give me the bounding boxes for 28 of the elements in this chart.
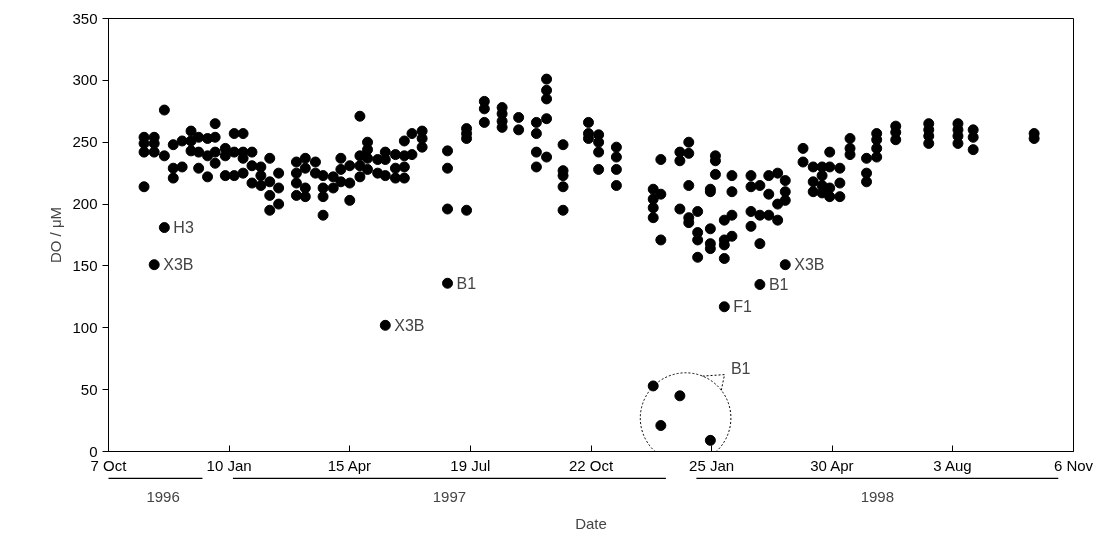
x-tick-label: 6 Nov: [1053, 456, 1094, 474]
x-tick-label: 15 Apr: [327, 456, 372, 474]
y-tick-label: 50: [80, 380, 98, 398]
annotation: B1: [730, 359, 751, 377]
y-tick-label: 300: [72, 71, 98, 89]
annotation: X3B: [394, 316, 425, 334]
text: 1996: [146, 488, 180, 506]
annotation: F1: [733, 298, 753, 316]
y-axis-title: DO / μM: [47, 206, 65, 264]
text: 1998: [860, 488, 895, 506]
annotation: H3: [173, 219, 194, 237]
y-tick-label: 350: [72, 9, 98, 27]
x-tick-label: 30 Apr: [810, 456, 854, 474]
y-tick-label: 200: [72, 195, 98, 213]
y-tick-label: 150: [72, 256, 98, 274]
x-axis-title: Date: [575, 514, 607, 532]
x-tick-label: 22 Oct: [568, 456, 614, 474]
annotation: B1: [768, 275, 789, 293]
annotation: X3B: [794, 256, 825, 274]
annotation: X3B: [163, 256, 194, 274]
y-tick-label: 100: [72, 318, 98, 336]
x-tick-label: 3 Aug: [933, 456, 972, 474]
x-tick-label: 10 Jan: [206, 456, 252, 474]
y-tick-label: 250: [72, 133, 98, 151]
text: 1997: [432, 488, 467, 506]
annotation: B1: [456, 274, 477, 292]
x-tick-label: 19 Jul: [450, 456, 491, 474]
x-tick-label: 25 Jan: [689, 456, 735, 474]
